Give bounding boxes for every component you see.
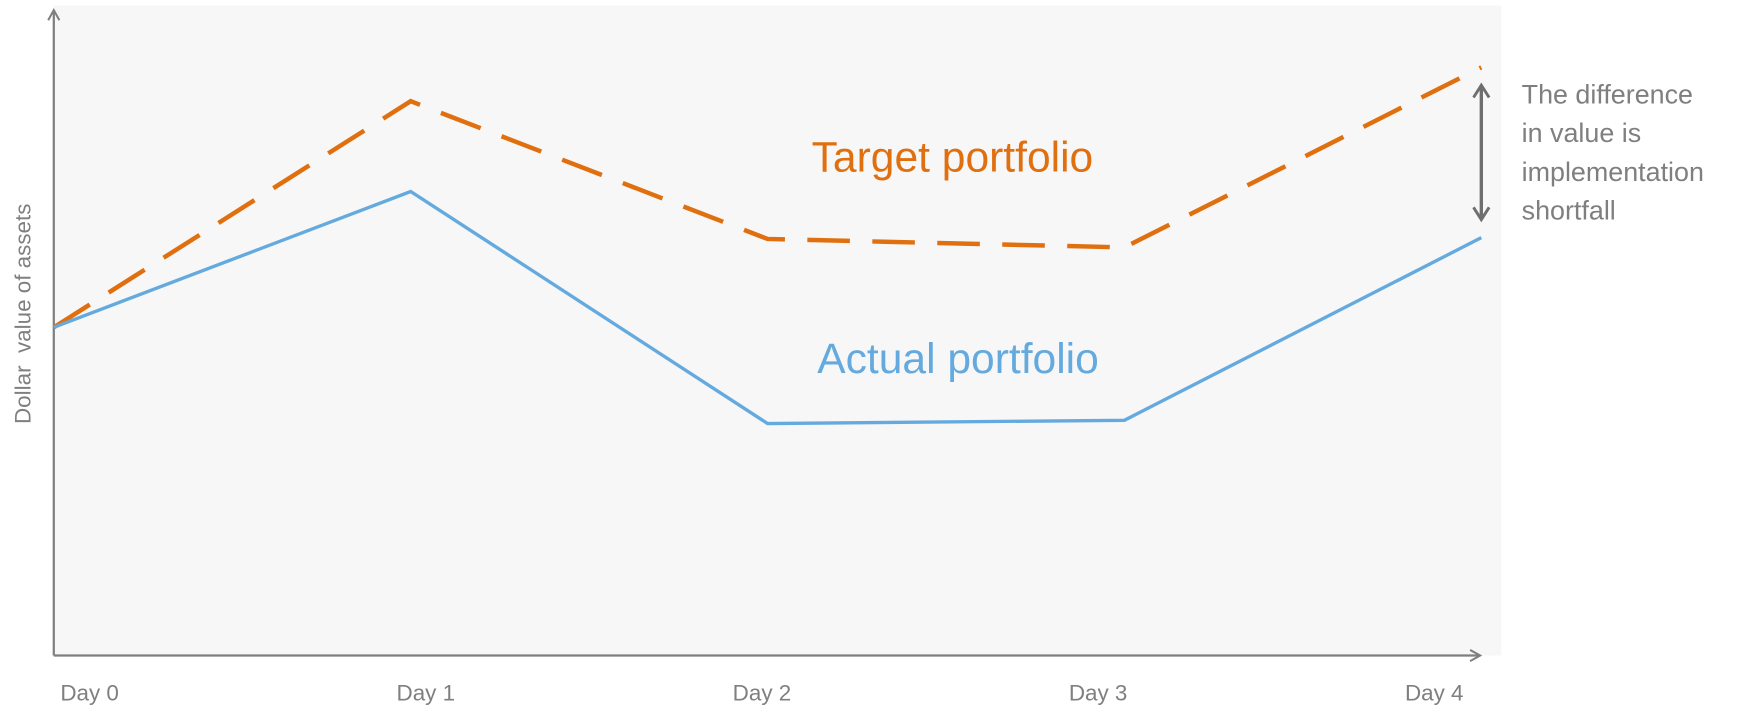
annotation-line: The difference — [1522, 80, 1693, 110]
x-tick-label: Day 3 — [1069, 681, 1128, 706]
series-line — [53, 189, 1483, 426]
y-axis-label: Dollar value of assets — [11, 204, 36, 424]
x-tick-label: Day 2 — [733, 681, 792, 706]
series-label: Target portfolio — [812, 134, 1094, 182]
annotation: The difference in value is implementation s… — [1522, 80, 1704, 226]
annotation-line: in value is — [1522, 118, 1642, 148]
series-line — [52, 65, 1483, 330]
plot-background — [53, 5, 1502, 656]
x-tick-label: Day 0 — [60, 681, 119, 706]
annotation-line: shortfall — [1522, 195, 1616, 225]
annotation-line: implementation — [1522, 157, 1704, 187]
x-tick-label: Day 1 — [397, 681, 456, 706]
x-tick-label: Day 4 — [1405, 681, 1464, 706]
series-label: Actual portfolio — [817, 335, 1099, 383]
